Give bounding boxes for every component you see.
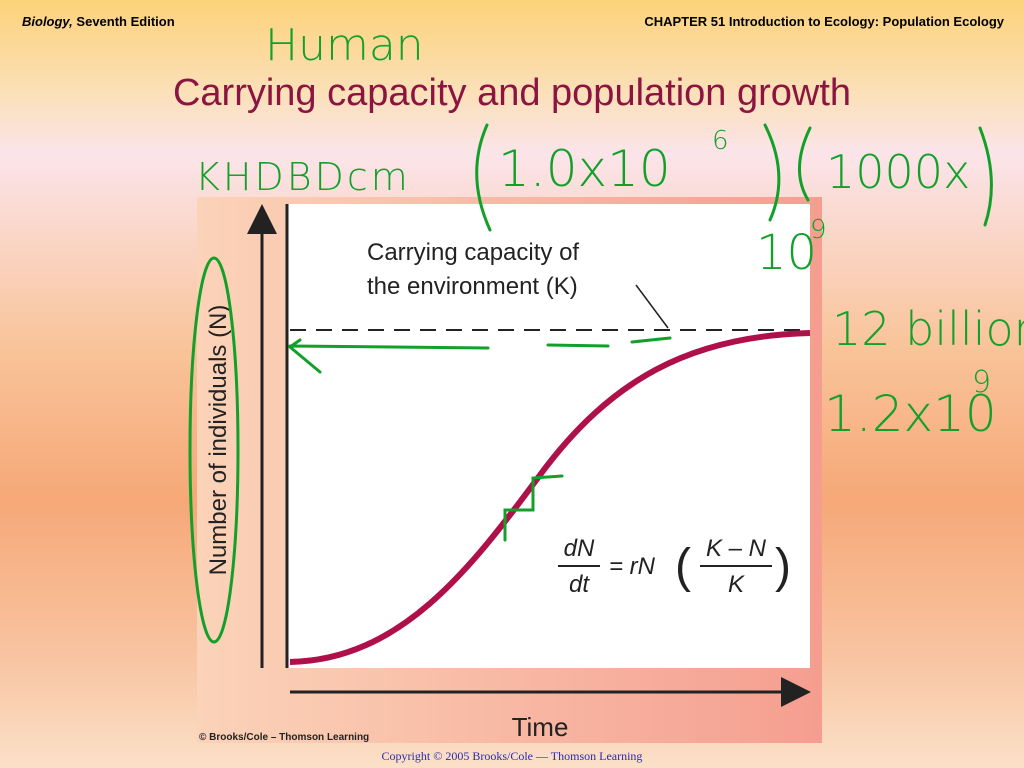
arrow-mark	[287, 336, 672, 374]
y-axis-label: Number of individuals (N)	[205, 305, 232, 576]
handwriting: 10	[756, 225, 818, 281]
equation-part: K – N	[706, 535, 767, 562]
figure-credit: © Brooks/Cole – Thomson Learning	[199, 732, 369, 743]
handwriting: 9	[972, 365, 992, 400]
paren-mark	[475, 123, 993, 232]
logistic-curve	[289, 330, 811, 665]
handwriting: 1.0x10	[498, 140, 671, 198]
equation-part: K	[728, 571, 745, 598]
book-title: Biology,	[22, 14, 73, 29]
handwriting: Human	[265, 20, 424, 71]
circle-mark	[188, 256, 240, 644]
chapter: CHAPTER 51 Introduction to Ecology: Popu…	[644, 14, 1004, 29]
plot-area	[287, 204, 810, 668]
paren: (	[675, 540, 691, 593]
edition: Seventh Edition	[76, 14, 175, 29]
annotation: the environment (K)	[367, 273, 578, 300]
handwriting: 9	[810, 215, 827, 245]
header-left: Biology, Seventh Edition	[22, 14, 175, 29]
slide-title: Carrying capacity and population growth	[172, 72, 852, 114]
annotation: Carrying capacity of	[367, 239, 579, 266]
paren: )	[775, 540, 791, 593]
handwriting: 1.2x10	[824, 385, 997, 443]
slope-mark	[503, 474, 564, 542]
annotation-pointer	[635, 284, 669, 329]
equation-part: dt	[569, 571, 590, 598]
handwriting: KHDBDcm	[195, 155, 411, 199]
handwriting: 12 billion	[832, 302, 1024, 356]
handwritten-marks	[188, 123, 993, 644]
handwriting: 6	[712, 126, 729, 156]
equation-part: dN	[564, 535, 595, 562]
x-axis-label: Time	[512, 712, 569, 742]
footer: Copyright © 2005 Brooks/Cole — Thomson L…	[381, 749, 643, 763]
handwriting: 1000x	[826, 145, 971, 199]
equation-part: = rN	[609, 553, 656, 580]
